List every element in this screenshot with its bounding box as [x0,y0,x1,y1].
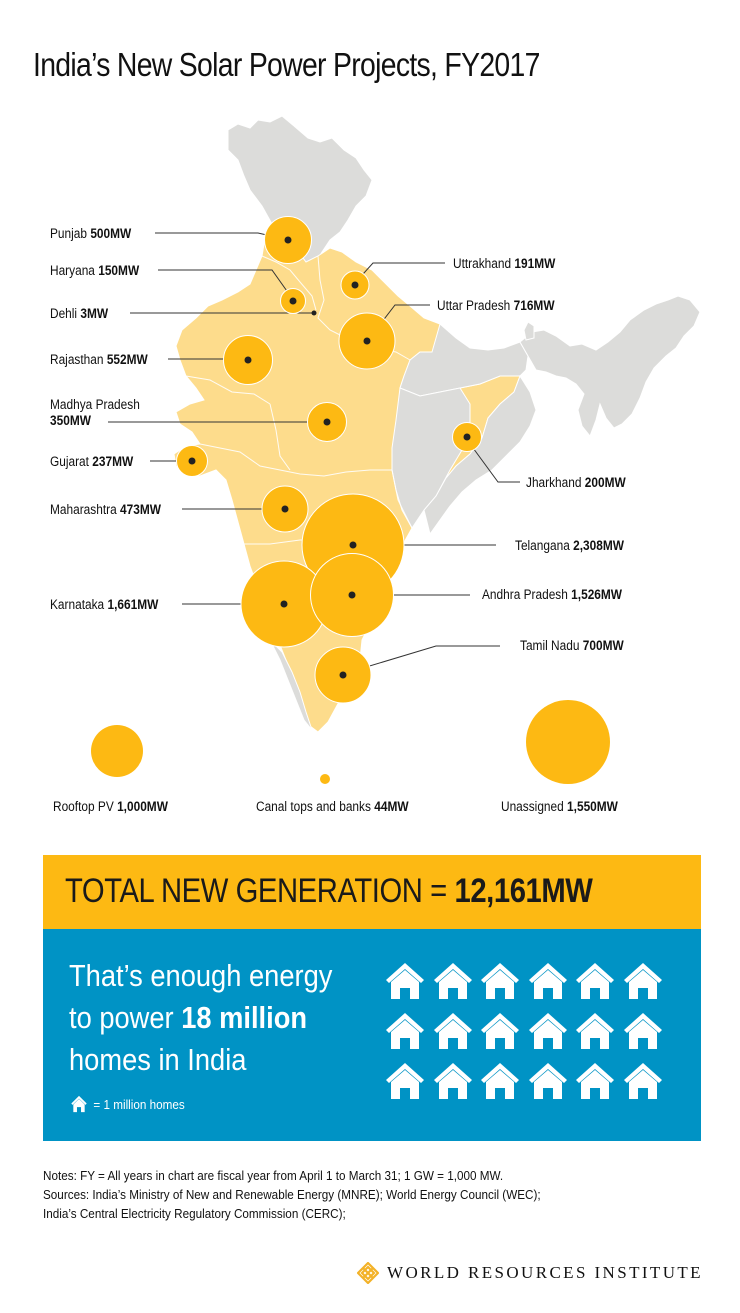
house-icon [433,961,473,1001]
house-icon [433,1061,473,1101]
label-tamil-nadu: Tamil Nadu 700MW [520,638,624,653]
house-icon [623,961,663,1001]
notes-line: Notes: FY = All years in chart are fisca… [43,1168,504,1183]
label-telangana: Telangana 2,308MW [515,538,624,553]
label-madhya-pradesh: Madhya Pradesh 350MW [50,397,140,428]
label-haryana: Haryana 150MW [50,263,140,278]
label-dehli: Dehli 3MW [50,306,109,321]
house-icon [528,1011,568,1051]
wri-knot-icon [357,1262,379,1284]
total-generation-banner: TOTAL NEW GENERATION = 12,161MW [43,855,701,929]
house-icon [385,1061,425,1101]
house-icon [480,1061,520,1101]
label-unassigned: Unassigned 1,550MW [501,799,618,814]
homes-icon-grid [385,961,675,1101]
house-icon [385,961,425,1001]
label-andhra-pradesh: Andhra Pradesh 1,526MW [482,587,623,602]
label-rooftop-pv: Rooftop PV 1,000MW [53,799,168,814]
chart-title: India’s New Solar Power Projects, FY2017 [33,46,540,83]
house-icon [623,1061,663,1101]
house-icon [528,961,568,1001]
house-icon [528,1061,568,1101]
india-map [91,115,701,784]
label-maharashtra: Maharashtra 473MW [50,502,161,517]
wri-logo: WORLD RESOURCES INSTITUTE [357,1262,703,1284]
house-icon [575,961,615,1001]
bubble-rooftop-pv [91,725,143,777]
label-gujarat: Gujarat 237MW [50,454,134,469]
house-icon [623,1011,663,1051]
label-jharkhand: Jharkhand 200MW [526,475,626,490]
map-region-grey-kerala [269,639,313,731]
sources-line-2: India’s Central Electricity Regulatory C… [43,1206,346,1221]
homes-headline: That’s enough energy to power 18 million… [69,958,333,1077]
homes-legend: = 1 million homes [70,1095,185,1113]
map-region-grey-sikkim [523,321,535,341]
label-punjab: Punjab 500MW [50,226,132,241]
house-icon [575,1061,615,1101]
bubble-canal-tops [320,774,330,784]
label-uttar-pradesh: Uttar Pradesh 716MW [437,298,555,313]
label-karnataka: Karnataka 1,661MW [50,597,159,612]
map-region-grey-central [391,387,471,529]
map-region-grey-north [227,115,373,271]
map-region-grey-east [399,323,529,397]
house-icon [71,1095,87,1113]
map-region-grey-east-south [423,374,537,536]
house-icon [575,1011,615,1051]
house-icon [385,1011,425,1051]
notes-sources: Notes: FY = All years in chart are fisca… [43,1166,541,1223]
label-rajasthan: Rajasthan 552MW [50,352,148,367]
total-generation-text: TOTAL NEW GENERATION = 12,161MW [65,872,593,910]
map-region-grey-northeast [519,295,701,437]
house-icon [480,1011,520,1051]
house-icon [480,961,520,1001]
label-canal-tops: Canal tops and banks 44MW [256,799,409,814]
homes-panel: That’s enough energy to power 18 million… [43,929,701,1141]
bubble-unassigned [526,700,610,784]
label-uttrakhand: Uttrakhand 191MW [453,256,556,271]
bubble-center-dots [188,236,471,679]
house-icon [433,1011,473,1051]
sources-line: Sources: India’s Ministry of New and Ren… [43,1187,541,1202]
